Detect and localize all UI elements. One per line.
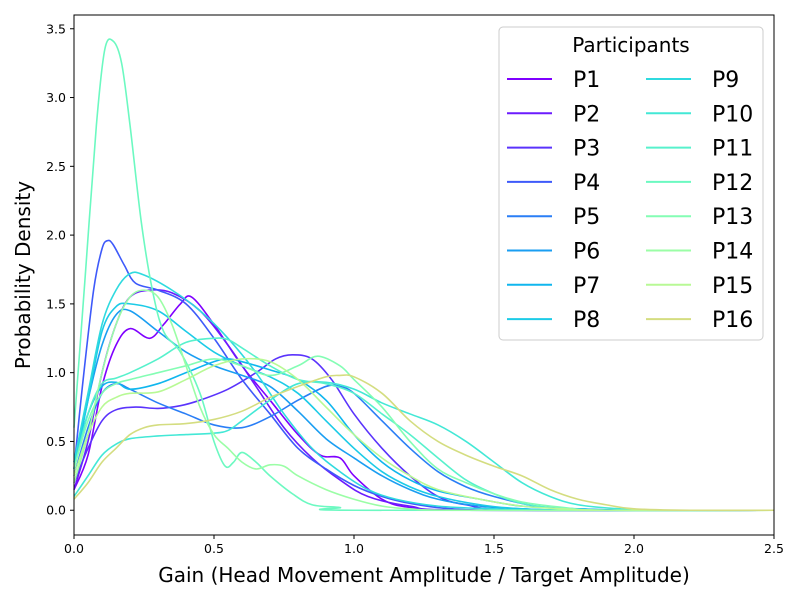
y-axis: 0.0 0.5 1.0 1.5 2.0 2.5 3.0 3.5 bbox=[46, 21, 74, 518]
series-line-p4 bbox=[73, 239, 775, 512]
legend-label-p2: P2 bbox=[573, 102, 600, 127]
x-tick-label: 0.5 bbox=[204, 541, 224, 556]
y-tick-label: 3.0 bbox=[46, 90, 66, 105]
y-tick-label: 0.5 bbox=[46, 434, 66, 449]
x-tick-label: 2.5 bbox=[764, 541, 784, 556]
y-tick-label: 1.5 bbox=[46, 296, 66, 311]
y-tick-label: 1.0 bbox=[46, 365, 66, 380]
legend-label-p6: P6 bbox=[573, 240, 600, 265]
x-axis: 0.0 0.5 1.0 1.5 2.0 2.5 bbox=[64, 535, 784, 556]
series-line-p6 bbox=[73, 308, 775, 512]
legend: Participants P1 P2 P3 P4 P5 P6 P7 P8 P9 P10 P11 P12… bbox=[498, 26, 764, 341]
legend-label-p8: P8 bbox=[573, 308, 600, 333]
series-lines bbox=[73, 38, 775, 512]
series-line-p13 bbox=[73, 355, 775, 512]
legend-label-p3: P3 bbox=[573, 137, 600, 162]
legend-items: P1 P2 P3 P4 P5 P6 P7 P8 P9 P10 P11 P12 P13 P14 P15 P16 bbox=[507, 68, 753, 333]
series-line-p16 bbox=[73, 374, 775, 512]
legend-label-p12: P12 bbox=[712, 171, 753, 196]
legend-title: Participants bbox=[572, 33, 689, 57]
legend-box bbox=[498, 26, 764, 341]
series-line-p10 bbox=[73, 380, 775, 512]
y-axis-label: Probability Density bbox=[11, 181, 35, 369]
x-tick-label: 1.5 bbox=[484, 541, 504, 556]
legend-label-p5: P5 bbox=[573, 205, 600, 230]
y-tick-label: 0.0 bbox=[46, 503, 66, 518]
legend-label-p7: P7 bbox=[573, 274, 600, 299]
series-line-p12 bbox=[73, 38, 775, 512]
y-tick-label: 2.0 bbox=[46, 228, 66, 243]
series-line-p8 bbox=[73, 302, 775, 512]
legend-label-p4: P4 bbox=[573, 171, 600, 196]
legend-label-p16: P16 bbox=[712, 308, 753, 333]
series-line-p14 bbox=[73, 289, 775, 512]
y-tick-label: 3.5 bbox=[46, 21, 66, 36]
plot-frame bbox=[73, 14, 775, 536]
x-tick-label: 0.0 bbox=[64, 541, 84, 556]
x-tick-label: 1.0 bbox=[344, 541, 364, 556]
y-tick-label: 2.5 bbox=[46, 159, 66, 174]
x-tick-label: 2.0 bbox=[624, 541, 644, 556]
legend-label-p9: P9 bbox=[712, 68, 739, 93]
legend-label-p15: P15 bbox=[712, 274, 753, 299]
series-line-p9 bbox=[73, 271, 775, 512]
series-line-p11 bbox=[73, 337, 775, 512]
legend-label-p1: P1 bbox=[573, 68, 600, 93]
x-axis-label: Gain (Head Movement Amplitude / Target A… bbox=[158, 563, 690, 587]
legend-label-p13: P13 bbox=[712, 205, 753, 230]
legend-label-p10: P10 bbox=[712, 102, 753, 127]
legend-label-p11: P11 bbox=[712, 137, 753, 162]
legend-label-p14: P14 bbox=[712, 240, 753, 265]
